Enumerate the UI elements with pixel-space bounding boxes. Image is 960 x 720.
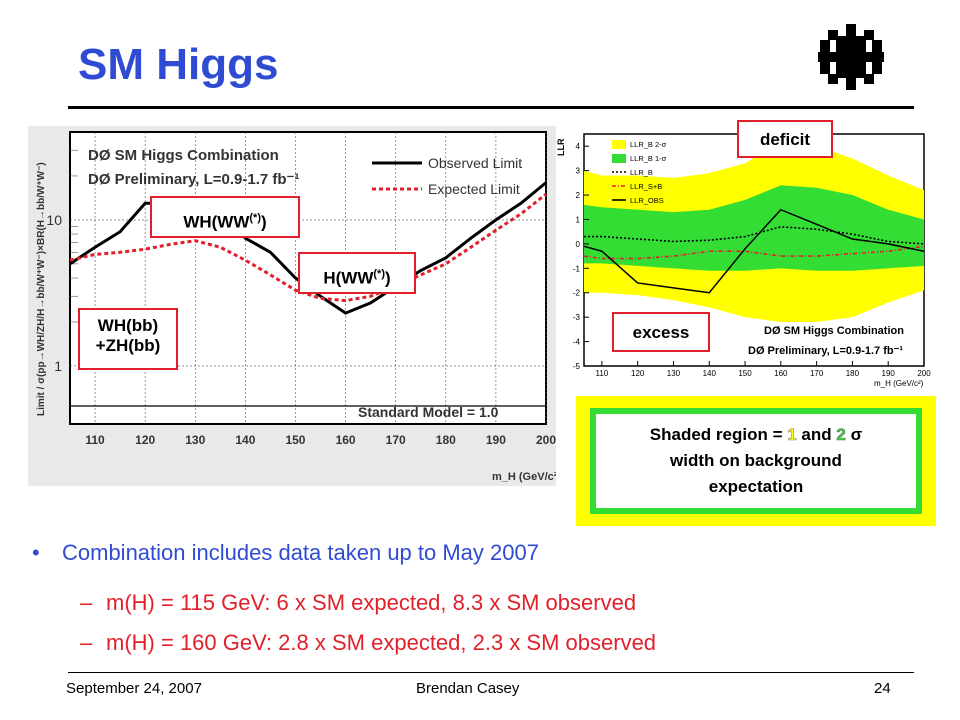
llr-x-tick-label: 130 <box>667 369 681 378</box>
llr-x-tick-label: 160 <box>774 369 788 378</box>
llr-y-tick-label: 4 <box>576 142 581 151</box>
left-x-tick-label: 130 <box>185 433 205 447</box>
llr-x-tick-label: 190 <box>882 369 896 378</box>
bullet-sub-1-text: m(H) = 115 GeV: 6 x SM expected, 8.3 x S… <box>106 590 637 615</box>
legend-observed-label: Observed Limit <box>428 155 522 171</box>
callout-wh-ww-sup: (*) <box>249 212 261 224</box>
llr-x-tick-label: 110 <box>596 369 609 378</box>
shaded-note-line3: expectation <box>708 477 804 496</box>
left-x-tick-label: 140 <box>235 433 255 447</box>
llr-b-line <box>584 225 925 245</box>
llr-legend-label: LLR_B 1-σ <box>630 154 667 163</box>
llr-legend-label: LLR_B 2-σ <box>630 140 667 149</box>
shaded-region-note: Shaded region = 1 and 2 σ width on backg… <box>576 396 936 526</box>
llr-x-tick-label: 140 <box>703 369 717 378</box>
left-x-tick-label: 170 <box>386 433 406 447</box>
left-x-tick-label: 190 <box>486 433 506 447</box>
llr-obs-line <box>583 208 925 294</box>
bullet-main-text: Combination includes data taken up to Ma… <box>62 540 539 565</box>
llr-1sigma-band <box>584 185 924 271</box>
left-x-tick-label: 150 <box>285 433 305 447</box>
llr-x-tick-label: 150 <box>738 369 752 378</box>
llr-legend-label: LLR_OBS <box>630 196 664 205</box>
legend-expected-label: Expected Limit <box>428 181 520 197</box>
footer-author: Brendan Casey <box>416 680 520 697</box>
llr-y-tick-label: -4 <box>573 338 581 347</box>
shaded-note-mid: and <box>796 425 837 444</box>
footer-page-number: 24 <box>874 680 891 697</box>
page-title: SM Higgs <box>78 40 279 89</box>
llr-y-tick-label: -2 <box>573 289 581 298</box>
title-divider <box>68 106 914 109</box>
left-y-tick-label: 10 <box>46 212 62 228</box>
callout-h-ww: H(WW(*)) <box>298 252 416 294</box>
shaded-note-text: Shaded region = 1 and 2 σ width on backg… <box>596 414 916 508</box>
right-title-line1: DØ SM Higgs Combination <box>764 325 904 337</box>
limit-plot: DØ SM Higgs Combination DØ Preliminary, … <box>28 126 556 486</box>
left-x-tick-label: 160 <box>336 433 356 447</box>
right-ylabel: LLR <box>556 138 566 156</box>
callout-h-ww-close: ) <box>384 268 391 288</box>
llr-y-tick-label: 1 <box>576 215 581 224</box>
bullet-sub-2: – m(H) = 160 GeV: 2.8 x SM expected, 2.3 … <box>80 630 656 656</box>
llr-y-tick-label: -1 <box>573 264 581 273</box>
callout-wh-bb: WH(bb) +ZH(bb) <box>78 308 178 370</box>
left-x-tick-label: 110 <box>85 433 105 447</box>
llr-y-tick-label: 2 <box>576 191 581 200</box>
llr-y-tick-label: -3 <box>573 313 581 322</box>
callout-bb-line1: WH(bb) <box>97 316 159 335</box>
llr-y-tick-label: 3 <box>576 167 581 176</box>
bullet-sub-2-text: m(H) = 160 GeV: 2.8 x SM expected, 2.3 x… <box>106 630 657 655</box>
llr-x-tick-label: 180 <box>846 369 860 378</box>
llr-x-tick-label: 120 <box>631 369 645 378</box>
right-title-line2: DØ Preliminary, L=0.9-1.7 fb⁻¹ <box>748 345 903 357</box>
callout-h-ww-main: H(WW <box>323 268 374 288</box>
callout-wh-ww-close: ) <box>261 212 267 232</box>
left-title-line2: DØ Preliminary, L=0.9-1.7 fb⁻¹ <box>88 171 299 188</box>
llr-legend-swatch <box>612 140 626 149</box>
llr-y-tick-label: 0 <box>576 240 581 249</box>
callout-deficit: deficit <box>737 120 833 158</box>
bullet-main: • Combination includes data taken up to M… <box>32 540 539 566</box>
left-x-tick-label: 180 <box>436 433 456 447</box>
shaded-note-num2: 2 <box>836 425 846 445</box>
left-y-tick-label: 1 <box>54 358 62 374</box>
callout-bb-line2: +ZH(bb) <box>95 336 161 355</box>
shaded-note-num1: 1 <box>787 425 797 445</box>
expected-limit-line <box>69 193 547 303</box>
shaded-note-green-frame: Shaded region = 1 and 2 σ width on backg… <box>590 408 922 514</box>
footer-date: September 24, 2007 <box>66 680 202 697</box>
bullet-dot: • <box>32 540 40 565</box>
right-xlabel: m_H (GeV/c²) <box>874 379 924 388</box>
llr-sb-line <box>583 245 925 260</box>
llr-legend-label: LLR_B <box>630 168 653 177</box>
shaded-note-line1: Shaded region = 1 and 2 σ <box>596 422 916 448</box>
fermilab-logo <box>818 24 884 90</box>
llr-legend-swatch <box>612 154 626 163</box>
callout-h-ww-sup: (*) <box>373 268 385 280</box>
left-title-line1: DØ SM Higgs Combination <box>88 147 279 164</box>
footer-divider <box>68 672 914 673</box>
bullet-sub-2-dash: – <box>80 630 93 655</box>
shaded-note-sigma: σ <box>845 425 863 444</box>
left-x-tick-label: 120 <box>135 433 155 447</box>
shaded-note-line2: width on background <box>670 451 842 470</box>
left-xlabel: m_H (GeV/c²) <box>492 471 556 483</box>
llr-legend-label: LLR_S+B <box>630 182 662 191</box>
bullet-sub-1: – m(H) = 115 GeV: 6 x SM expected, 8.3 x … <box>80 590 636 616</box>
shaded-note-prefix: Shaded region = <box>649 425 788 444</box>
bullet-sub-1-dash: – <box>80 590 93 615</box>
llr-x-tick-label: 170 <box>810 369 824 378</box>
callout-excess: excess <box>612 312 710 352</box>
left-ylabel: Limit / σ(pp→WH/ZH/H→bb/W⁺W⁻)×BR(H→bb/W⁺… <box>36 162 47 416</box>
sm-label: Standard Model = 1.0 <box>358 404 499 420</box>
llr-y-tick-label: -5 <box>573 362 581 371</box>
callout-wh-ww: WH(WW(*)) <box>150 196 300 238</box>
callout-wh-ww-main: WH(WW <box>183 212 250 232</box>
left-x-tick-label: 200 <box>536 433 556 447</box>
llr-x-tick-label: 200 <box>917 369 931 378</box>
